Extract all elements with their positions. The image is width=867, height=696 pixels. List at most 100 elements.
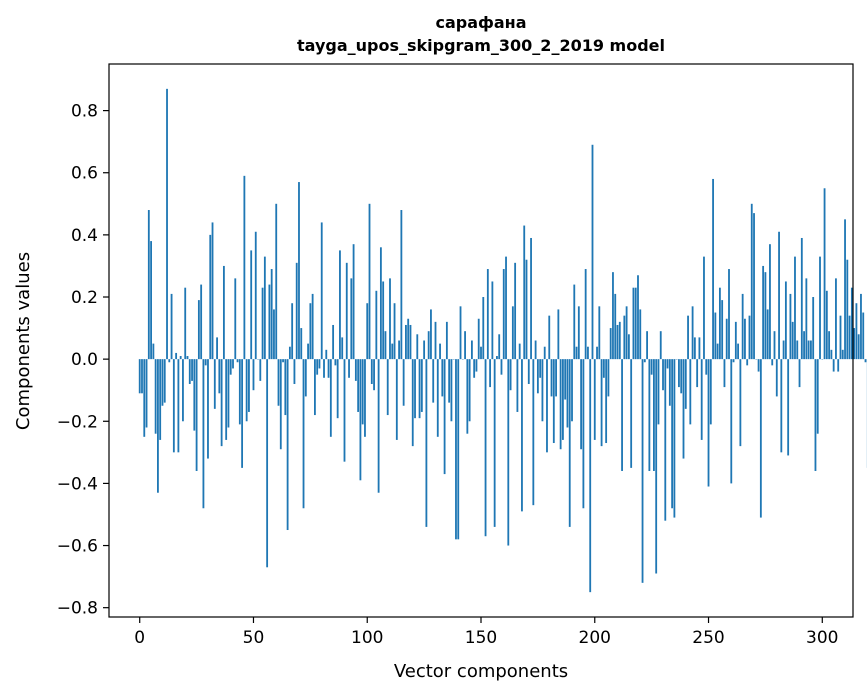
bar	[759, 359, 762, 518]
bar	[409, 324, 412, 360]
bar	[334, 359, 337, 366]
bar	[448, 359, 451, 403]
bar	[266, 359, 269, 568]
x-tick-label: 250	[692, 628, 724, 648]
bar	[229, 359, 232, 375]
y-tick-label: −0.4	[57, 474, 98, 494]
bar	[546, 359, 548, 453]
bar	[361, 359, 364, 425]
bar	[862, 312, 865, 360]
bar	[295, 262, 298, 360]
bar	[480, 346, 482, 360]
bar	[721, 300, 724, 360]
bar	[750, 203, 753, 360]
bar	[207, 359, 209, 459]
bar	[352, 244, 355, 360]
x-tick-label: 50	[243, 628, 265, 648]
bar	[473, 359, 476, 378]
bar	[684, 359, 687, 409]
bar	[846, 259, 849, 360]
bar	[179, 356, 182, 360]
bar	[598, 306, 601, 360]
bar	[853, 328, 856, 360]
bar	[209, 234, 212, 360]
bar	[778, 231, 780, 360]
bar	[816, 359, 819, 434]
bar	[662, 359, 664, 391]
y-tick-label: −0.8	[57, 599, 98, 619]
bar	[193, 359, 196, 431]
bar	[703, 256, 705, 360]
bar	[145, 359, 148, 428]
bar	[844, 219, 846, 360]
bar	[491, 281, 494, 360]
bar	[810, 340, 812, 360]
bar	[832, 359, 835, 372]
bar	[741, 293, 744, 360]
bar	[400, 210, 403, 360]
bar	[150, 241, 152, 360]
bar	[527, 359, 530, 384]
bar	[232, 359, 234, 369]
bar	[568, 359, 571, 527]
bar	[580, 359, 583, 450]
bar	[775, 359, 778, 397]
bar	[250, 250, 253, 360]
bar	[657, 359, 660, 425]
bar	[332, 324, 335, 360]
bar	[147, 210, 150, 360]
bar	[718, 287, 721, 360]
bar	[498, 334, 501, 360]
bar	[641, 359, 644, 583]
bar	[591, 144, 594, 360]
bar	[605, 359, 608, 444]
bar	[359, 359, 362, 481]
bar	[766, 309, 769, 360]
bar	[443, 359, 446, 475]
bar	[632, 287, 635, 360]
x-axis: 0 50 100 150 200 250 300	[134, 617, 839, 648]
bar	[138, 359, 141, 394]
y-axis-label: Components values	[13, 252, 34, 430]
bar	[518, 343, 521, 360]
bar	[548, 315, 551, 360]
bar	[307, 343, 309, 360]
bar	[475, 359, 478, 372]
bar	[416, 334, 419, 360]
bar	[791, 321, 794, 360]
bar	[302, 359, 305, 509]
bar	[543, 346, 546, 360]
bar	[227, 359, 230, 428]
bar	[789, 293, 792, 360]
bar	[141, 359, 143, 394]
bar	[343, 359, 346, 462]
bar	[707, 359, 710, 487]
bar	[166, 88, 168, 360]
y-tick-label: −0.2	[57, 412, 98, 432]
bar	[241, 359, 244, 468]
bar	[411, 359, 414, 447]
bar	[168, 359, 171, 363]
bar	[184, 287, 187, 360]
bar	[507, 359, 510, 546]
bar	[723, 359, 726, 388]
bar	[621, 359, 623, 471]
bar	[434, 321, 437, 360]
bar	[445, 321, 448, 360]
bar	[327, 359, 330, 378]
bar	[823, 188, 826, 360]
bar	[325, 349, 328, 360]
bar	[630, 359, 633, 468]
y-tick-label: 0.4	[71, 226, 98, 246]
bar	[211, 222, 214, 360]
bar	[505, 256, 507, 360]
bar	[398, 340, 400, 360]
bar	[222, 265, 225, 360]
bar	[646, 331, 648, 360]
bar	[782, 340, 785, 360]
plot-frame	[108, 63, 854, 618]
bar	[514, 262, 517, 360]
bar	[393, 303, 396, 360]
x-tick-label: 0	[134, 628, 145, 648]
